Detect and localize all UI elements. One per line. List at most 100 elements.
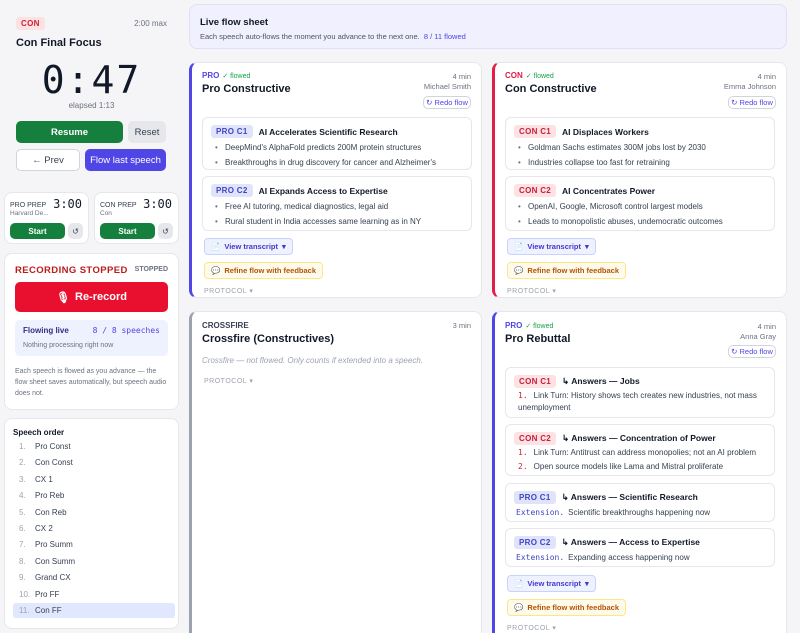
side-text: PRO	[202, 71, 220, 80]
speech-order-item[interactable]: 9. Grand CX	[13, 570, 175, 585]
elapsed-label: elapsed 1:13	[68, 101, 115, 110]
resume-button[interactable]: Resume	[16, 121, 123, 143]
view-transcript-label: View transcript	[527, 579, 581, 588]
speech-order-label: Pro Const	[35, 442, 71, 451]
flow-header-subtitle-text: Each speech auto-flows the moment you ad…	[200, 32, 420, 41]
line-number: 2.	[518, 462, 528, 471]
redo-flow-button[interactable]: ↻ Redo flow	[728, 345, 776, 358]
view-transcript-button[interactable]: 📄 View transcript ▾	[507, 575, 596, 592]
speech-order-label: CX 2	[35, 524, 53, 533]
flowing-count: 8 / 8 speeches	[92, 326, 160, 335]
arg-title: AI Concentrates Power	[562, 185, 656, 196]
answer-card: CON C1 ↳ Answers — Jobs 1. Link Turn: Hist…	[505, 367, 775, 418]
speech-order-number: 3.	[19, 474, 26, 484]
speech-order-number: 5.	[19, 507, 26, 517]
refine-flow-button[interactable]: 💬 Refine flow with feedback	[204, 262, 324, 279]
con-prep-reset-icon[interactable]: ↺	[158, 223, 173, 239]
comment-icon: 💬	[514, 603, 524, 612]
arg-point: Goldman Sachs estimates 300M jobs lost b…	[518, 140, 706, 155]
redo-flow-button[interactable]: ↻ Redo flow	[728, 96, 776, 109]
speech-order-number: 8.	[19, 556, 26, 566]
arg-title: AI Expands Access to Expertise	[258, 185, 388, 196]
arg-point: Free AI tutoring, medical diagnostics, l…	[215, 199, 421, 214]
chevron-down-icon: ▾	[552, 625, 557, 632]
view-transcript-button[interactable]: 📄 View transcript ▾	[507, 238, 596, 255]
speech-order-item[interactable]: 4. Pro Reb	[13, 488, 175, 503]
speech-order-label: Grand CX	[35, 573, 71, 583]
speaker: Emma Johnson	[723, 82, 776, 91]
redo-flow-button[interactable]: ↻ Redo flow	[423, 96, 471, 109]
speech-order-item[interactable]: 1. Pro Const	[13, 439, 175, 454]
speech-order-number: 1.	[19, 442, 26, 451]
chevron-down-icon: ▾	[249, 288, 254, 295]
rerecord-button[interactable]: 🎙 Re-record	[15, 282, 168, 312]
pro-prep-reset-icon[interactable]: ↺	[68, 223, 83, 239]
con-prep-start-button[interactable]: Start	[100, 223, 155, 239]
speech-title: Con Constructive	[505, 83, 597, 95]
flow-last-speech-button[interactable]: Flow last speech	[85, 149, 166, 171]
protocol-label: PROTOCOL	[507, 625, 550, 632]
pro-rebuttal-card: PRO ✓ flowed Pro Rebuttal 4 min Anna Gray…	[492, 311, 787, 633]
arg-tag: CON C2	[514, 184, 557, 197]
side-tag: CON	[16, 17, 45, 30]
flowed-badge: ✓ flowed	[525, 73, 554, 80]
answer-title: ↳ Answers — Scientific Research	[561, 492, 698, 502]
microphone-icon: 🎙	[56, 291, 70, 304]
document-icon: 📄	[211, 242, 221, 251]
side-label: PRO ✓ flowed	[505, 321, 553, 330]
chevron-down-icon: ▾	[552, 288, 557, 295]
arg-tag: CON C1	[514, 125, 557, 138]
duration: 3 min	[452, 321, 471, 330]
document-icon: 📄	[514, 579, 524, 588]
speech-order-item[interactable]: 3. CX 1	[13, 472, 175, 487]
speech-order-item[interactable]: 7. Pro Summ	[13, 537, 175, 552]
prev-button[interactable]: ← Prev	[16, 149, 80, 171]
refine-flow-button[interactable]: 💬 Refine flow with feedback	[507, 599, 627, 616]
pro-prep-start-button[interactable]: Start	[10, 223, 65, 239]
speech-order-item[interactable]: 11. Con FF	[13, 603, 175, 618]
refine-flow-button[interactable]: 💬 Refine flow with feedback	[507, 262, 627, 279]
view-transcript-label: View transcript	[527, 242, 581, 251]
redo-icon: ↻	[731, 347, 738, 356]
flow-header: Live flow sheet Each speech auto-flows t…	[189, 4, 787, 49]
prep-time: 3:00	[53, 197, 82, 211]
view-transcript-button[interactable]: 📄 View transcript ▾	[204, 238, 293, 255]
protocol-toggle[interactable]: PROTOCOL ▾	[507, 624, 556, 632]
side-text: PRO	[505, 321, 523, 330]
duration: 4 min	[757, 72, 776, 81]
speech-order-item[interactable]: 8. Con Summ	[13, 554, 175, 569]
redo-icon: ↻	[731, 98, 738, 107]
speech-order-label: Con FF	[35, 606, 62, 615]
reset-button[interactable]: Reset	[128, 121, 166, 143]
protocol-toggle[interactable]: PROTOCOL ▾	[507, 287, 556, 295]
protocol-label: PROTOCOL	[204, 378, 247, 385]
arg-title: AI Displaces Workers	[562, 126, 649, 137]
answer-card: PRO C2 ↳ Answers — Access to Expertise Ex…	[505, 528, 775, 567]
speech-order-item[interactable]: 10. Pro FF	[13, 587, 175, 602]
speech-order-item[interactable]: 5. Con Reb	[13, 505, 175, 520]
prep-label: PRO PREP	[10, 202, 47, 209]
protocol-toggle[interactable]: PROTOCOL ▾	[204, 377, 253, 385]
answer-card: CON C2 ↳ Answers — Concentration of Power…	[505, 424, 775, 476]
speech-order-number: 9.	[19, 573, 26, 583]
flow-header-subtitle: Each speech auto-flows the moment you ad…	[200, 32, 466, 41]
speech-order-number: 11.	[19, 606, 30, 615]
max-time-label: 2:00 max	[134, 19, 167, 28]
crossfire-card: CROSSFIRE Crossfire (Constructives) 3 mi…	[189, 311, 482, 633]
answer-line: Extension. Scientific breakthroughs happe…	[516, 507, 710, 519]
line-text: Link Turn: History shows tech creates ne…	[518, 391, 757, 412]
prep-label: CON PREP	[100, 202, 137, 209]
speech-order-label: Con Summ	[35, 556, 76, 566]
protocol-toggle[interactable]: PROTOCOL ▾	[204, 287, 253, 295]
speech-order-item[interactable]: 2. Con Const	[13, 455, 175, 470]
arg-title: AI Accelerates Scientific Research	[258, 126, 398, 137]
side-label: PRO ✓ flowed	[202, 71, 250, 80]
speech-order-number: 10.	[19, 589, 31, 599]
timer-card: CON 2:00 max Con Final Focus 0:47 elapse…	[4, 4, 179, 184]
document-icon: 📄	[514, 242, 524, 251]
arg-point: Rural student in India accesses same lea…	[215, 214, 421, 229]
recording-card: RECORDING STOPPED STOPPED 🎙 Re-record Fl…	[4, 253, 179, 410]
chevron-down-icon: ▾	[584, 242, 589, 251]
speech-order-item[interactable]: 6. CX 2	[13, 521, 175, 536]
extension-label: Extension.	[516, 553, 565, 562]
